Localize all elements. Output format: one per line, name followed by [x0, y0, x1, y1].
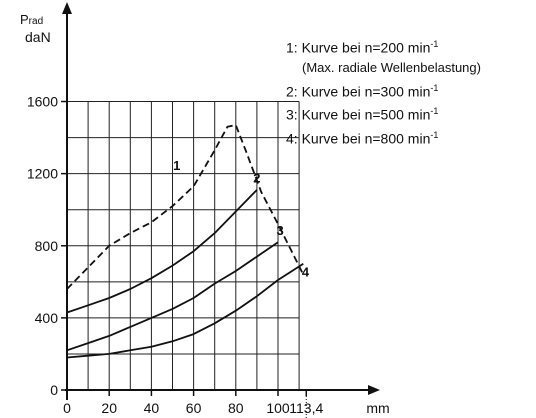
series-line-2 [66, 189, 258, 314]
y-tick-label: 0 [50, 382, 58, 398]
legend-sup: -1 [430, 106, 439, 117]
x-axis-arrow [368, 385, 380, 395]
legend-text: (Max. radiale Wellenbelastung) [302, 59, 481, 75]
series-group [66, 124, 305, 359]
legend-entry-3: 3: Kurve bei n=500 min-1 [286, 101, 481, 125]
legend-text: 4: Kurve bei n=800 min [286, 130, 431, 147]
x-axis-unit: mm [366, 400, 389, 416]
axes: 0 20 40 60 80 100 113,4040080012001600PraddaNm… [20, 2, 390, 418]
x-tick-label: 40 [144, 400, 160, 416]
legend-entry-4: 4: Kurve bei n=800 min-1 [286, 125, 481, 149]
curve-label-3: 3 [276, 223, 283, 238]
series-line-1 [66, 124, 305, 290]
x-tick-label: 100 [266, 400, 290, 416]
legend-sup: -1 [430, 39, 439, 49]
y-tick-label: 400 [35, 310, 59, 326]
series-line-4 [66, 263, 304, 359]
series-line-3 [66, 241, 279, 352]
legend-entry-2: 2: Kurve bei n=300 min-1 [286, 78, 481, 102]
curve-label-4: 4 [302, 264, 310, 279]
y-tick-label: 800 [35, 238, 59, 254]
x-tick-label: 0 [63, 400, 71, 416]
y-axis-label-sub: rad [29, 16, 43, 27]
curve-label-1: 1 [173, 158, 180, 173]
legend-text: 2: Kurve bei n=300 min [286, 83, 431, 100]
legend-entry-note: (Max. radiale Wellenbelastung) [286, 58, 481, 78]
curve-labels: 1 2 3 4 [173, 158, 310, 279]
x-tick-label: 20 [101, 400, 117, 416]
y-axis-label: Prad [20, 12, 43, 27]
y-axis-arrow [62, 2, 72, 14]
y-axis-label-main: P [20, 12, 29, 27]
y-tick-label: 1600 [27, 94, 58, 110]
y-axis-unit: daN [25, 29, 51, 45]
grid [67, 101, 300, 390]
legend: 1: Kurve bei n=200 min-1 (Max. radiale W… [286, 34, 481, 149]
x-tick-label: 80 [228, 400, 244, 416]
legend-sup: -1 [430, 82, 439, 93]
y-tick-label: 1200 [27, 166, 58, 182]
legend-text: 1: Kurve bei n=200 min [286, 39, 431, 56]
legend-text: 3: Kurve bei n=500 min [286, 106, 431, 123]
legend-sup: -1 [430, 129, 439, 140]
legend-entry-1: 1: Kurve bei n=200 min-1 [286, 34, 481, 58]
x-tick-label: 60 [186, 400, 202, 416]
curve-label-2: 2 [253, 171, 260, 186]
